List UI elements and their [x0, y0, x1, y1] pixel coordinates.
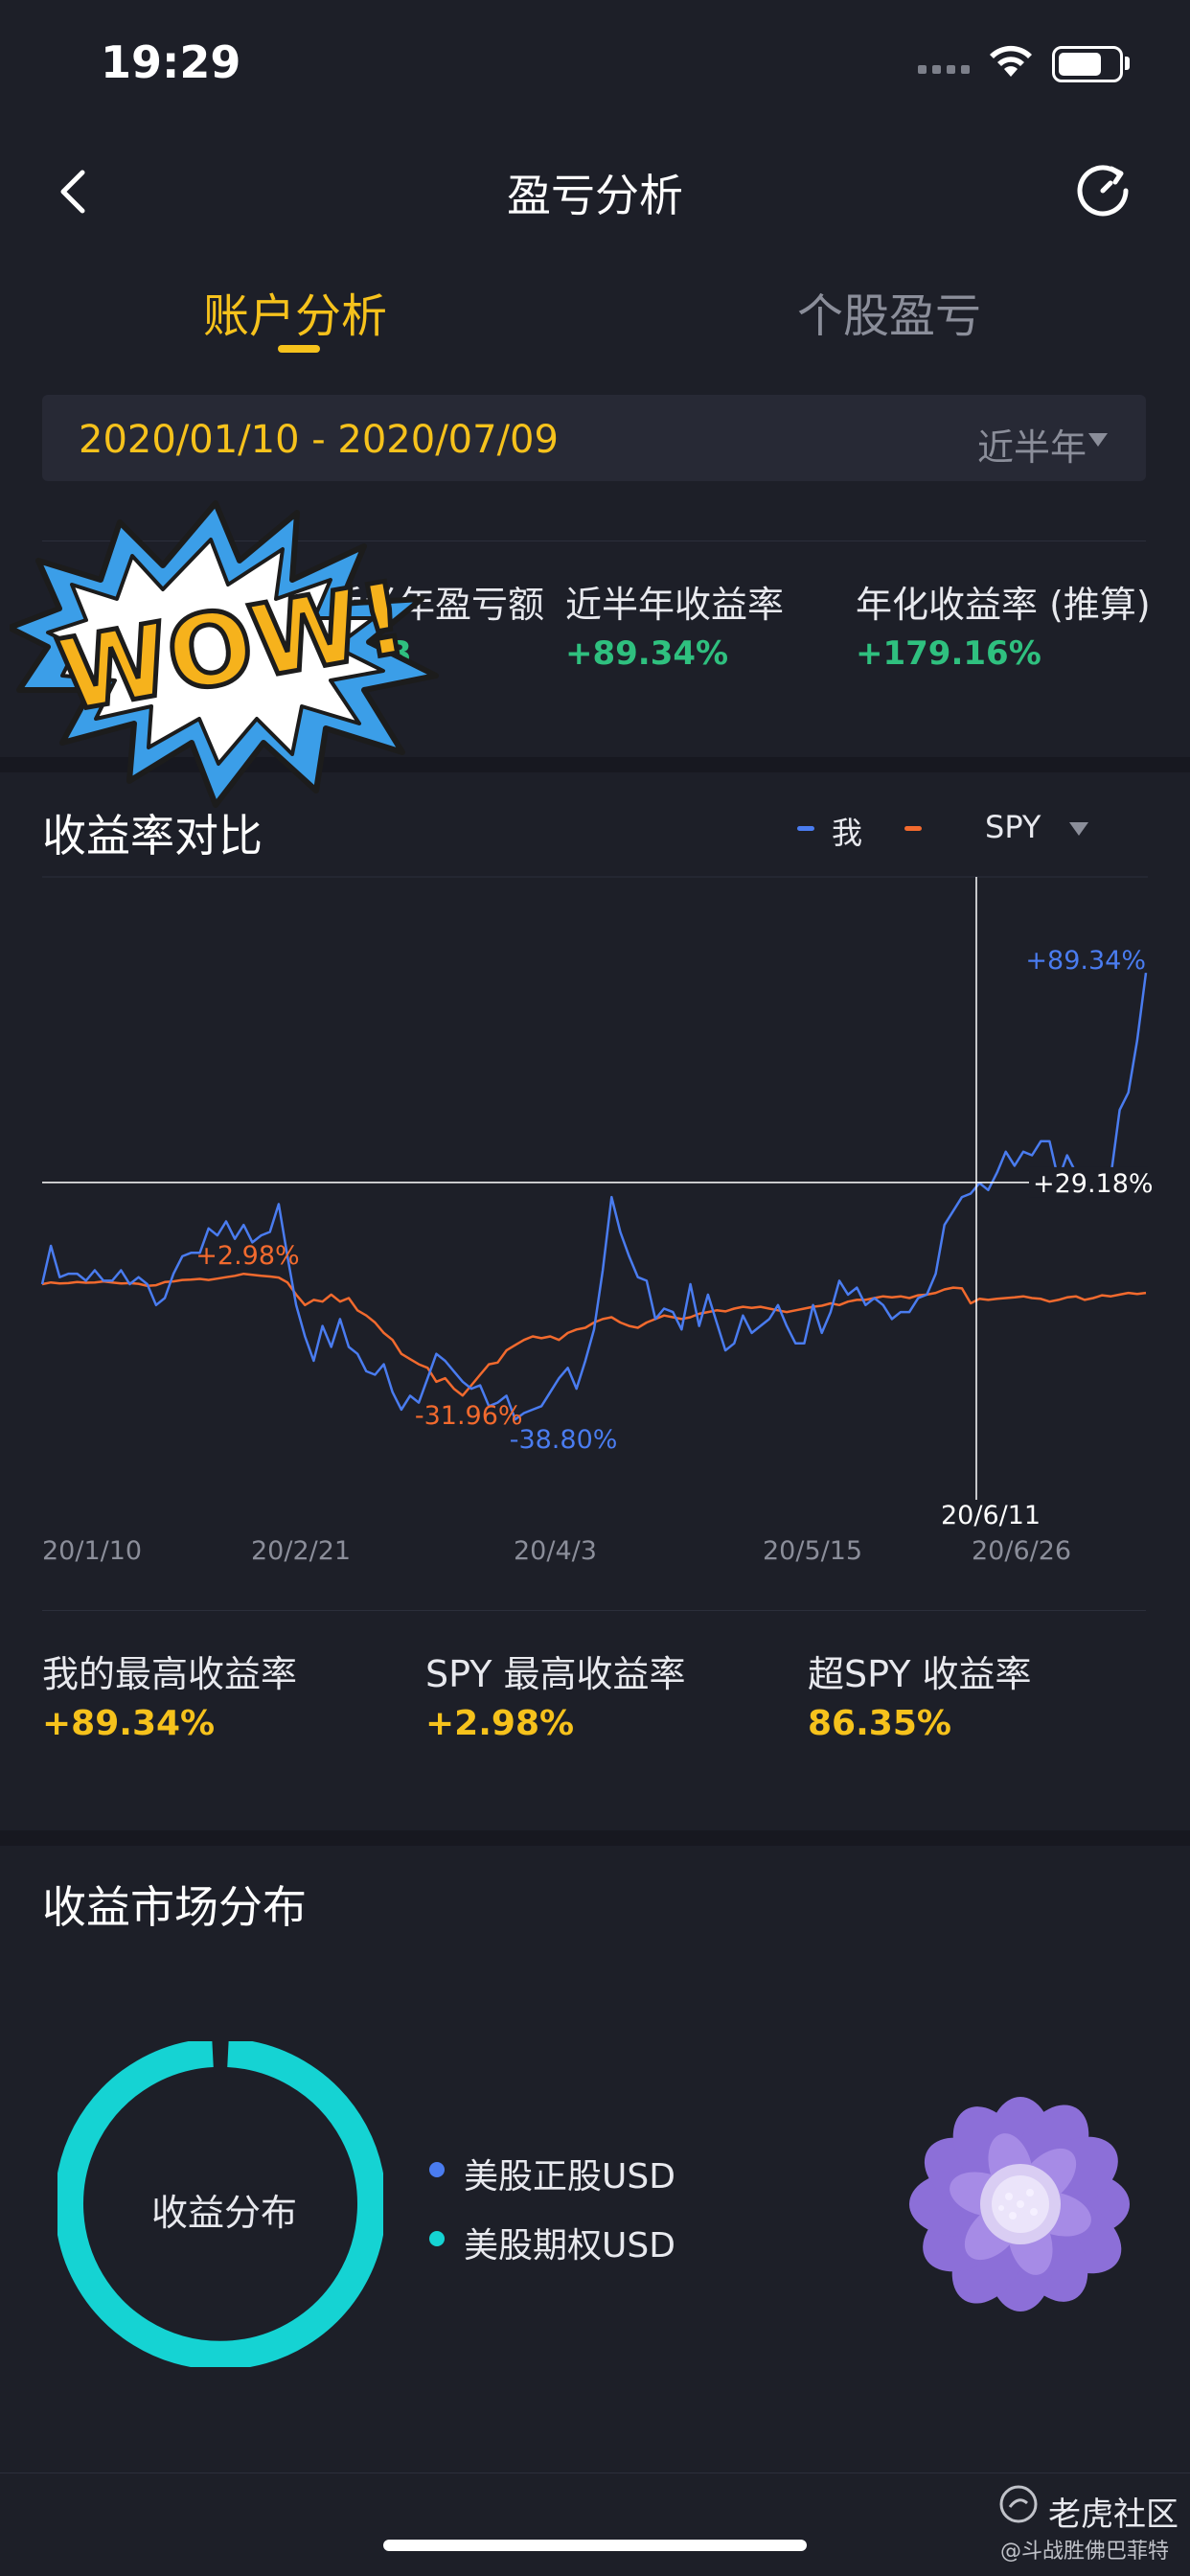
benchmark-dropdown-icon[interactable]	[1069, 822, 1088, 836]
dist-legend-stock-dot	[429, 2162, 445, 2177]
me-series	[40, 972, 1148, 1421]
metric-value-annualized: +179.16%	[856, 634, 1041, 673]
divider	[0, 2472, 1190, 2473]
legend-me-marker	[797, 826, 814, 831]
stat-label-spy-max: SPY 最高收益率	[425, 1653, 686, 1695]
me-min-label: -38.80%	[510, 1425, 618, 1455]
crosshair-value: +29.18%	[1033, 1169, 1154, 1199]
period-selector[interactable]: 近半年	[977, 426, 1087, 469]
battery-tip	[1125, 57, 1130, 70]
active-tab-indicator	[278, 345, 320, 353]
metric-value-return: +89.34%	[565, 634, 729, 673]
return-comparison-chart[interactable]: +29.18% 20/6/11 +89.34% -38.80% +2.98% -…	[0, 862, 1190, 1572]
metric-label-return: 近半年收益率	[565, 584, 785, 626]
dist-legend-stock-label[interactable]: 美股正股USD	[464, 2157, 675, 2196]
stat-label-my-max: 我的最高收益率	[42, 1653, 298, 1695]
stat-value-excess: 86.35%	[808, 1704, 951, 1743]
tab-stock-pnl[interactable]: 个股盈亏	[797, 289, 982, 343]
x-tick-label: 20/5/15	[763, 1536, 862, 1566]
distribution-donut[interactable]	[57, 2041, 383, 2367]
spy-series	[41, 1272, 1147, 1397]
donut-ring-options[interactable]	[57, 2041, 383, 2367]
benchmark-selector[interactable]: SPY	[985, 809, 1041, 845]
x-axis: 20/1/10 20/2/21 20/4/3 20/5/15 20/6/26	[42, 1536, 1071, 1566]
date-range-text: 2020/01/10 - 2020/07/09	[79, 418, 559, 462]
comparison-title: 收益率对比	[42, 810, 263, 862]
tiger-community-logo-icon	[999, 2485, 1038, 2523]
watermark-brand: 老虎社区	[1048, 2496, 1179, 2534]
cellular-signal-icon	[918, 65, 970, 74]
home-indicator[interactable]	[383, 2540, 807, 2551]
legend-me-label: 我	[832, 815, 863, 851]
date-range-bar[interactable]	[42, 395, 1146, 481]
battery-icon	[1052, 46, 1123, 82]
divider	[42, 1610, 1146, 1611]
spy-line-path	[41, 1272, 1147, 1397]
metric-label-annualized: 年化收益率 (推算)	[856, 584, 1151, 626]
tab-account-analysis[interactable]: 账户分析	[203, 289, 388, 343]
donut-center-label: 收益分布	[151, 2192, 298, 2234]
stat-value-my-max: +89.34%	[42, 1704, 216, 1743]
x-tick-label: 20/6/26	[972, 1536, 1071, 1566]
dist-legend-options-label[interactable]: 美股期权USD	[464, 2226, 675, 2266]
me-max-label: +89.34%	[1025, 946, 1146, 976]
divider	[42, 540, 1146, 541]
distribution-title: 收益市场分布	[42, 1881, 307, 1933]
status-time: 19:29	[101, 36, 241, 88]
crosshair-date: 20/6/11	[941, 1501, 1041, 1530]
spy-min-label: -31.96%	[415, 1401, 523, 1431]
stat-value-spy-max: +2.98%	[425, 1704, 575, 1743]
crosshair-value-bg	[1029, 1166, 1148, 1198]
refresh-icon[interactable]	[1073, 161, 1133, 220]
flower-sticker	[909, 2097, 1130, 2312]
back-arrow-icon[interactable]	[48, 163, 105, 220]
me-line-path	[40, 972, 1148, 1421]
spy-max-label: +2.98%	[195, 1241, 299, 1271]
x-tick-label: 20/2/21	[251, 1536, 351, 1566]
watermark-user: @斗战胜佛巴菲特	[1000, 2540, 1170, 2564]
stat-label-excess: 超SPY 收益率	[808, 1653, 1032, 1695]
period-dropdown-icon[interactable]	[1088, 433, 1108, 447]
section-separator	[0, 1830, 1190, 1846]
legend-spy-marker	[904, 826, 922, 831]
x-tick-label: 20/4/3	[514, 1536, 597, 1566]
page-title: 盈亏分析	[507, 170, 683, 221]
wifi-icon	[990, 45, 1032, 77]
dist-legend-options-dot	[429, 2231, 445, 2246]
wow-sticker: WOW!	[10, 500, 439, 808]
x-tick-label: 20/1/10	[42, 1536, 142, 1566]
